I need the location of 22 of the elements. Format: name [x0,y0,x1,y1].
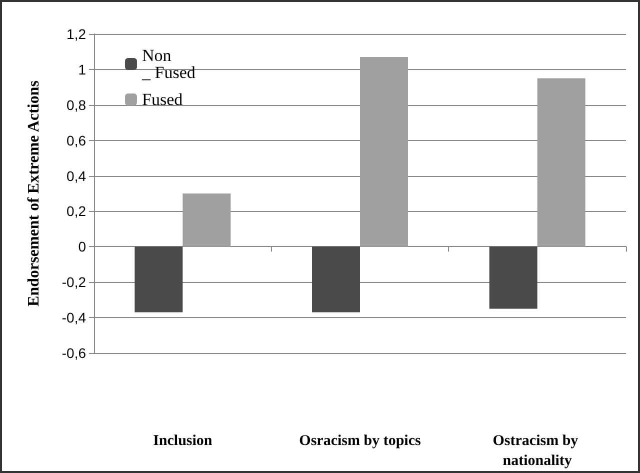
y-tick-label: -0,4 [62,310,86,326]
legend-label: Non _ Fused [141,46,196,82]
y-tick-label: 0,4 [66,168,86,184]
x-tick-label: Inclusion [153,433,213,449]
x-tick-label: Osracism by topics [299,433,421,449]
y-tick-label: 1,2 [66,26,86,42]
y-tick-label: 0 [78,238,86,255]
legend-label: Fused [142,90,184,109]
y-tick-label: -0,2 [62,274,86,290]
y-tick-label: 0,6 [66,132,86,148]
bar [360,57,408,247]
y-tick-label: 0,8 [66,96,86,113]
bar [182,194,231,247]
y-axis-title: Endorsement of Extreme Actions [26,80,42,306]
y-tick-label: 1 [78,61,86,78]
bar [134,246,183,312]
bar [489,246,538,309]
bar [537,78,586,247]
bar [312,246,360,312]
x-tick-label: Ostracism by nationality [492,433,582,469]
y-tick-label: 0,2 [66,203,86,220]
y-tick-label: -0,6 [62,345,86,361]
